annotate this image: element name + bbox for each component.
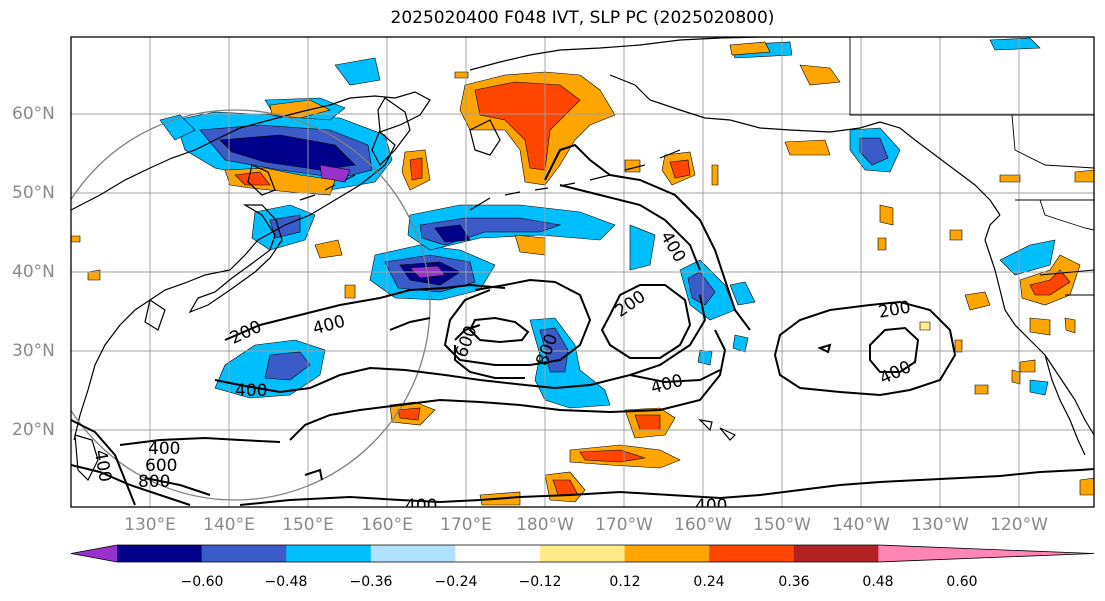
contour-label: 400 [148, 439, 180, 459]
lon-label: 160°E [361, 515, 413, 535]
reference-circle [71, 109, 431, 501]
colorbar-box [117, 545, 203, 562]
lat-label: 40°N [12, 262, 55, 282]
colorbar-outline [70, 544, 1095, 563]
colorbar-box [709, 545, 795, 562]
contour-label: 400 [649, 371, 686, 399]
colorbar-tick-label: 0.36 [778, 574, 810, 590]
colorbar-tick-label: −0.36 [349, 574, 393, 590]
lon-label: 180°W [516, 515, 574, 535]
contour-label: 400 [405, 496, 437, 516]
lon-label: 130°E [124, 515, 176, 535]
contour-label: 200 [227, 317, 265, 349]
contour-label: 400 [877, 357, 915, 389]
colorbar-tick-label: −0.12 [518, 574, 562, 590]
contour-label: 400 [235, 381, 267, 401]
contour-label: 200 [611, 287, 649, 322]
colorbar-box [455, 545, 541, 562]
colorbar-extend-min [71, 545, 117, 562]
lon-label: 140°E [203, 515, 255, 535]
colorbar-tick-label: −0.24 [434, 574, 478, 590]
lat-label: 20°N [12, 420, 55, 440]
positive-anomaly-shading [71, 41, 1094, 506]
contour-label: 800 [138, 472, 170, 492]
colorbar-box [793, 545, 879, 562]
plot-area: 200 400 600 800 400 400 200 400 200 400 … [71, 37, 1094, 516]
slp-contours [71, 143, 1094, 506]
lon-label: 150°E [282, 515, 334, 535]
colorbar [70, 544, 1095, 563]
colorbar-extend-max [878, 545, 1094, 562]
colorbar-box [286, 545, 372, 562]
colorbar-tick-label: 0.48 [862, 574, 894, 590]
lon-label: 170°W [595, 515, 653, 535]
colorbar-box [624, 545, 710, 562]
negative-anomaly-shading [159, 37, 1056, 409]
colorbar-box [370, 545, 456, 562]
contour-label: 600 [145, 456, 177, 476]
colorbar-tick-label: 0.12 [609, 574, 641, 590]
plot-frame [70, 36, 1095, 508]
lat-label: 60°N [12, 104, 55, 124]
contour-label: 600 [452, 323, 482, 360]
colorbar-box [540, 545, 626, 562]
lon-label: 130°W [911, 515, 969, 535]
contour-labels: 200 400 600 800 400 400 200 400 200 400 … [90, 228, 915, 516]
contour-label: 400 [695, 496, 727, 516]
lon-label: 150°W [753, 515, 811, 535]
colorbar-box [201, 545, 287, 562]
lon-label: 160°W [674, 515, 732, 535]
lon-label: 120°W [990, 515, 1048, 535]
graticule [71, 37, 1094, 507]
lat-label: 30°N [12, 341, 55, 361]
colorbar-tick-label: −0.60 [180, 574, 224, 590]
coastlines [71, 37, 1094, 482]
colorbar-tick-label: −0.48 [264, 574, 308, 590]
map-title: 2025020400 F048 IVT, SLP PC (2025020800) [390, 8, 775, 28]
colorbar-tick-label: 0.24 [693, 574, 725, 590]
contour-label: 400 [656, 228, 690, 266]
colorbar-tick-label: 0.60 [946, 574, 978, 590]
lon-label: 140°W [832, 515, 890, 535]
contour-label: 400 [90, 448, 115, 483]
contour-label: 200 [877, 297, 912, 322]
contour-label: 400 [311, 311, 348, 339]
lon-label: 170°E [440, 515, 492, 535]
lat-label: 50°N [12, 183, 55, 203]
